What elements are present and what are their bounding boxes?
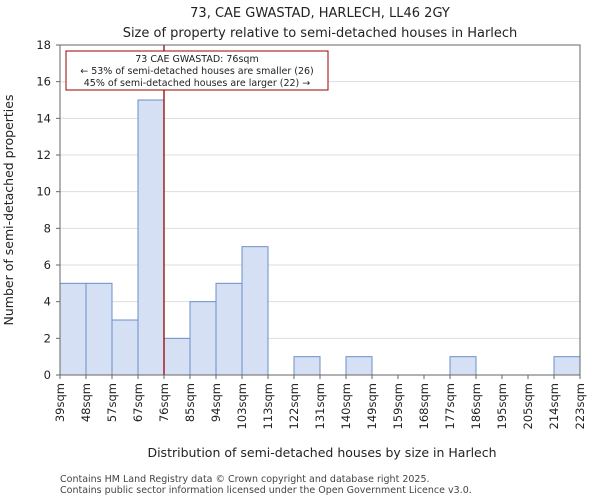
bar-214sqm <box>553 356 581 376</box>
x-tick-label: 48sqm <box>79 383 93 422</box>
x-tick-label: 223sqm <box>573 383 587 429</box>
x-tick-label: 186sqm <box>469 383 483 429</box>
annotation-box: 73 CAE GWASTAD: 76sqm ← 53% of semi-deta… <box>65 50 329 91</box>
bar-39sqm <box>59 282 87 376</box>
x-tick-label: 57sqm <box>105 383 119 422</box>
y-tick-label: 16 <box>36 75 51 89</box>
x-axis-ticks: 39sqm 48sqm 57sqm 67sqm 76sqm 85sqm 94sqm 103sq… <box>53 375 587 429</box>
x-tick-label: 195sqm <box>495 383 509 429</box>
y-tick-label: 14 <box>36 111 51 125</box>
bar-122sqm <box>293 356 321 376</box>
annotation-frame <box>65 50 329 91</box>
y-tick-label: 8 <box>44 221 51 235</box>
x-tick-label: 177sqm <box>443 383 457 429</box>
x-tick-label: 168sqm <box>417 383 431 429</box>
x-tick-label: 140sqm <box>339 383 353 429</box>
y-tick-label: 4 <box>44 295 51 309</box>
y-tick-label: 10 <box>36 185 51 199</box>
bar-103sqm <box>241 246 269 376</box>
y-axis-ticks: 0 2 4 6 8 10 12 14 16 18 <box>36 38 60 382</box>
y-tick-label: 18 <box>36 38 51 52</box>
chart-subtitle: Size of property relative to semi-detach… <box>123 26 518 41</box>
x-tick-label: 149sqm <box>365 383 379 429</box>
x-tick-label: 76sqm <box>157 383 171 422</box>
x-tick-label: 67sqm <box>131 383 145 422</box>
x-tick-label: 214sqm <box>547 383 561 429</box>
bar-48sqm <box>85 282 113 376</box>
bar-76sqm <box>163 337 191 376</box>
y-tick-label: 6 <box>44 258 51 272</box>
bar-177sqm <box>449 356 477 376</box>
y-tick-label: 0 <box>44 368 51 382</box>
bar-94sqm <box>215 282 243 376</box>
chart-title: 73, CAE GWASTAD, HARLECH, LL46 2GY <box>190 6 450 21</box>
y-tick-label: 12 <box>36 148 51 162</box>
x-tick-label: 113sqm <box>261 383 275 429</box>
y-axis-label: Number of semi-detached properties <box>1 95 16 326</box>
bar-140sqm <box>345 356 373 376</box>
bar-67sqm <box>137 99 165 376</box>
x-tick-label: 94sqm <box>209 383 223 422</box>
x-tick-label: 39sqm <box>53 383 67 422</box>
annotation-line-3: 45% of semi-detached houses are larger (… <box>84 78 311 89</box>
y-tick-label: 2 <box>44 331 51 345</box>
x-axis-label: Distribution of semi-detached houses by … <box>147 445 496 460</box>
footer-line-1: Contains HM Land Registry data © Crown c… <box>60 474 430 485</box>
bar-57sqm <box>111 319 139 376</box>
x-tick-label: 205sqm <box>521 383 535 429</box>
x-tick-label: 159sqm <box>391 383 405 429</box>
annotation-line-1: 73 CAE GWASTAD: 76sqm <box>135 54 258 65</box>
x-tick-label: 103sqm <box>235 383 249 429</box>
annotation-line-2: ← 53% of semi-detached houses are smalle… <box>80 66 314 77</box>
x-tick-label: 131sqm <box>313 383 327 429</box>
bars <box>59 99 581 376</box>
footer-line-2: Contains public sector information licen… <box>60 485 472 496</box>
bar-85sqm <box>189 301 217 376</box>
x-tick-label: 122sqm <box>287 383 301 429</box>
x-tick-label: 85sqm <box>183 383 197 422</box>
